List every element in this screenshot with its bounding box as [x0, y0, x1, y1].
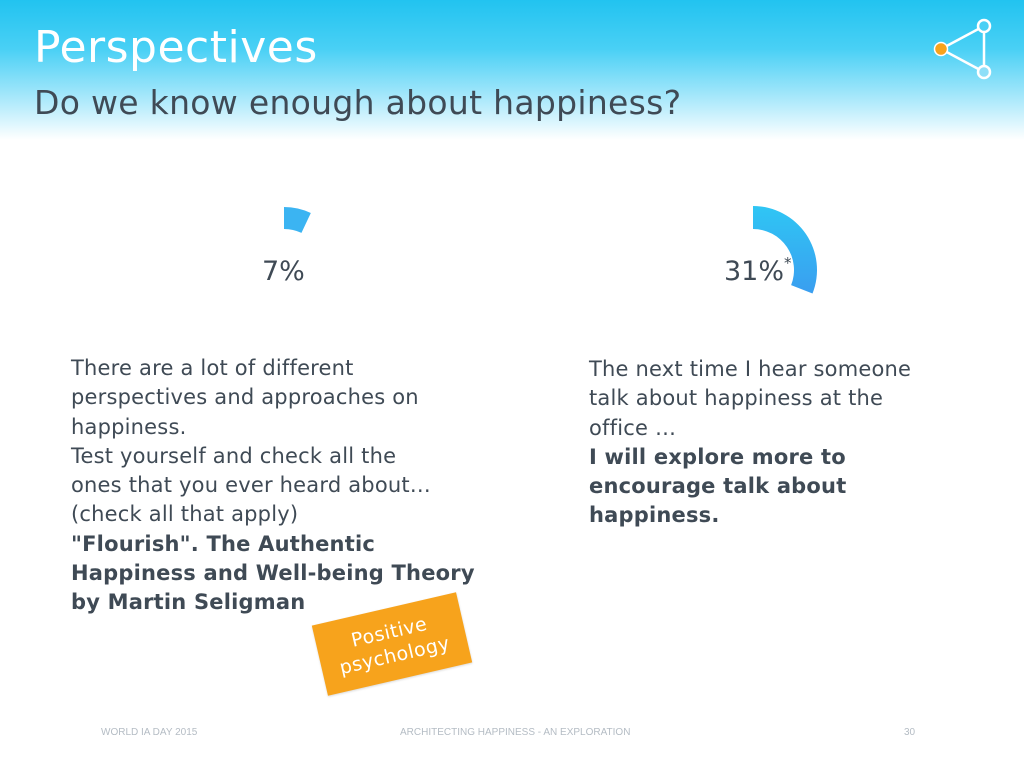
slide-title: Perspectives: [34, 22, 318, 73]
left-question-text: There are a lot of different perspective…: [71, 354, 511, 618]
slide-subtitle: Do we know enough about happiness?: [34, 83, 682, 122]
right-text-line: The next time I hear someone: [589, 357, 912, 381]
left-text-line: happiness.: [71, 414, 187, 439]
gauge-left-arc: [284, 207, 311, 233]
left-text-line: Test yourself and check all the: [71, 443, 397, 468]
footer-page-number: 30: [904, 727, 916, 738]
stat-right-value: 31%: [724, 256, 785, 287]
left-text-line: perspectives and approaches on: [71, 385, 419, 410]
left-answer-line: Happiness and Well-being Theory: [71, 561, 475, 586]
right-question-text: The next time I hear someone talk about …: [589, 355, 989, 531]
right-text-line: office …: [589, 415, 677, 440]
footer-event: WORLD IA DAY 2015: [101, 727, 198, 738]
stat-right: 31%*: [724, 254, 792, 287]
right-answer-line: happiness.: [589, 503, 720, 528]
left-text-line: ones that you ever heard about…: [71, 473, 432, 498]
gauge-right-fill: [753, 206, 817, 294]
right-answer-line: encourage talk about: [589, 474, 847, 499]
gauge-right-arc: [753, 206, 817, 294]
share-network-icon: [933, 18, 992, 80]
header-band: [0, 0, 1024, 140]
left-answer-line: "Flourish". The Authentic: [71, 531, 375, 556]
left-text-line: There are a lot of different: [71, 356, 354, 380]
footer-presentation-title: ARCHITECTING HAPPINESS - AN EXPLORATION: [400, 727, 631, 738]
gauge-left-fill: [284, 207, 311, 233]
right-answer-line: I will explore more to: [589, 444, 846, 469]
left-answer-line: by Martin Seligman: [71, 590, 306, 615]
left-text-line: (check all that apply): [71, 502, 299, 527]
stat-left-value: 7%: [262, 256, 305, 287]
right-text-line: talk about happiness at the: [589, 386, 884, 411]
stat-right-mark: *: [784, 254, 792, 272]
